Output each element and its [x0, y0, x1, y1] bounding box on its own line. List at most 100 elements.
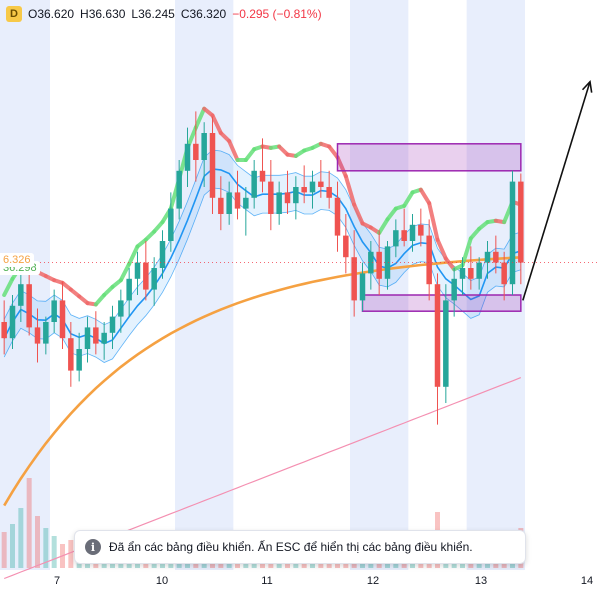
candle-body	[418, 224, 424, 236]
trend-ribbon-segment	[118, 261, 132, 283]
envelope-basis	[3, 168, 522, 345]
candle-body	[176, 170, 182, 209]
volume-bar	[68, 540, 74, 568]
trend-ribbon-segment	[93, 293, 107, 307]
candle-body	[393, 230, 399, 247]
candle-body	[151, 268, 157, 290]
candle-body	[209, 133, 216, 198]
trend-ribbon-segment	[193, 106, 207, 130]
candle-body	[518, 181, 524, 263]
candle-body	[443, 300, 449, 387]
trend-ribbon-segment	[402, 190, 415, 208]
candle-body	[251, 170, 257, 198]
candle-body	[159, 241, 166, 268]
candle-body	[43, 322, 49, 344]
candle-body	[109, 316, 116, 333]
candle-body	[401, 230, 407, 241]
hidden-panels-toast[interactable]: i Đã ẩn các bảng điều khiển. Ấn ESC để h…	[74, 530, 526, 564]
envelope-fill	[4, 150, 521, 363]
symbol-badge[interactable]: D	[6, 6, 22, 22]
candle-body	[326, 187, 332, 198]
candle-body	[493, 251, 499, 263]
candle-body	[259, 170, 266, 182]
x-tick-label: 7	[53, 575, 61, 587]
session-shade	[175, 0, 234, 570]
ma-orange-line	[3, 256, 521, 507]
candle-body	[384, 246, 391, 279]
candle-body	[93, 327, 99, 344]
candle-body	[459, 268, 466, 279]
candle-body	[351, 257, 357, 301]
trend-ribbon-segment	[127, 244, 140, 266]
candle-body	[68, 338, 74, 371]
candle-body	[1, 322, 7, 339]
candle-body	[9, 305, 16, 339]
trend-ribbon-segment	[468, 226, 482, 241]
x-tick-label: 10	[155, 575, 169, 587]
candle-body	[168, 208, 174, 241]
toast-text: Đã ẩn các bảng điều khiển. Ấn ESC để hiể…	[109, 540, 473, 554]
change-value: −0.295 (−0.81%)	[232, 7, 322, 21]
info-icon: i	[85, 539, 101, 555]
candle-body	[34, 327, 41, 344]
volume-bar	[26, 478, 32, 568]
trend-ribbon-segment	[152, 220, 165, 234]
candle-body	[276, 192, 282, 214]
x-tick-label: 12	[366, 575, 380, 587]
projection-arrow-head	[581, 79, 593, 93]
volume-bar	[10, 524, 15, 568]
candle-body	[143, 262, 149, 290]
candle-body	[243, 197, 249, 209]
candle-body	[309, 181, 316, 193]
candle-body	[409, 224, 416, 241]
candle-body	[318, 181, 324, 187]
volume-bar	[51, 536, 57, 568]
trend-ribbon-segment	[443, 256, 457, 272]
envelope-lower	[3, 187, 521, 363]
trend-ribbon-segment	[377, 217, 390, 235]
trend-ribbon-segment	[2, 276, 15, 297]
candle-body	[26, 284, 32, 328]
candle-body	[484, 251, 491, 263]
trend-ribbon-segment	[335, 155, 348, 179]
candle-body	[343, 235, 349, 258]
candle-body	[301, 187, 307, 193]
candle-body	[134, 262, 141, 279]
candle-body	[334, 197, 341, 236]
volume-bar	[18, 508, 24, 568]
trend-ribbon-segment	[227, 139, 240, 162]
candle-body	[126, 278, 132, 301]
candle-body	[434, 284, 441, 387]
volume-bar	[35, 516, 40, 568]
candle-body	[84, 327, 91, 349]
candle-body	[118, 300, 124, 317]
trend-ribbon-segment	[427, 201, 440, 242]
close-value: C36.320	[180, 7, 227, 21]
candle-body	[226, 192, 232, 214]
low-value: L36.245	[131, 7, 175, 21]
candle-body	[468, 268, 474, 279]
candle-body	[284, 192, 291, 204]
candle-body	[51, 300, 57, 322]
ohlc-legend: D O36.620 H36.630 L36.245 C36.320 −0.295…	[6, 6, 322, 22]
candle-body	[501, 262, 507, 285]
price-tag: 6.326	[0, 252, 34, 267]
candle-body	[234, 192, 241, 209]
trend-ribbon-segment	[243, 147, 257, 162]
candle-body	[476, 262, 482, 279]
candle-body	[293, 187, 299, 204]
candle-body	[193, 143, 199, 160]
candle-body	[59, 300, 66, 339]
candle-body	[218, 197, 224, 214]
volume-bar	[1, 532, 7, 568]
open-value: O36.620	[28, 7, 75, 21]
candle-body	[184, 143, 191, 171]
candle-body	[201, 133, 207, 160]
candle-body	[76, 349, 82, 371]
candle-body	[268, 181, 274, 214]
trend-ribbon-segment	[210, 113, 223, 135]
range-zone	[336, 143, 522, 172]
high-value: H36.630	[80, 7, 126, 21]
